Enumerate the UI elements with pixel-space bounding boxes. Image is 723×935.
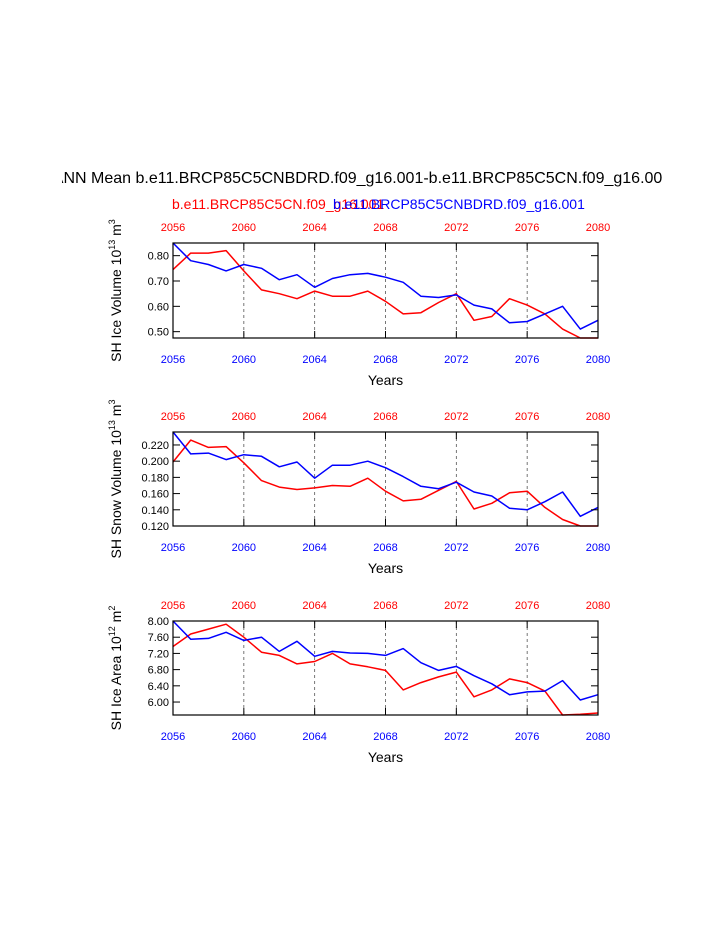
x-tick-label-bottom: 2080 (586, 542, 610, 554)
series-line-blue (172, 620, 599, 701)
x-tick-label-bottom: 2056 (161, 542, 185, 554)
y-tick-label: 0.220 (141, 440, 169, 452)
x-axis-label: Years (368, 749, 403, 765)
x-tick-label-top: 2056 (161, 600, 185, 612)
y-tick-label: 0.160 (141, 489, 169, 501)
x-tick-label-bottom: 2056 (161, 731, 185, 743)
chart-title: ANN Mean b.e11.BRCP85C5CNBDRD.f09_g16.00… (62, 170, 662, 187)
x-tick-label-top: 2056 (161, 411, 185, 423)
series-line-blue (172, 431, 599, 518)
x-tick-label-bottom: 2056 (161, 354, 185, 366)
x-tick-label-bottom: 2064 (302, 354, 326, 366)
x-tick-label-top: 2064 (302, 600, 326, 612)
y-tick-label: 7.60 (148, 632, 169, 644)
x-tick-label-bottom: 2072 (444, 542, 468, 554)
y-tick-label: 0.180 (141, 472, 169, 484)
x-tick-label-bottom: 2068 (373, 354, 397, 366)
y-tick-label: 6.00 (148, 697, 169, 709)
x-axis-label: Years (368, 372, 403, 388)
x-tick-label-top: 2080 (586, 600, 610, 612)
x-tick-label-top: 2072 (444, 600, 468, 612)
legend-label-red: b.e11.BRCP85C5CN.f09_g16.001 (172, 196, 384, 212)
chart-panel-2: 0.120 0.140 0.160 0.180 0.200 0.220 2056 2056 20… (107, 400, 610, 577)
x-tick-label-top: 2072 (444, 222, 468, 234)
x-tick-label-top: 2064 (302, 222, 326, 234)
legend-label-blue: b.e11.BRCP85C5CNBDRD.f09_g16.001 (333, 196, 585, 212)
x-tick-label-bottom: 2080 (586, 354, 610, 366)
chart-title-container: ANN Mean b.e11.BRCP85C5CNBDRD.f09_g16.00… (62, 170, 662, 192)
x-tick-label-top: 2072 (444, 411, 468, 423)
x-tick-label-top: 2068 (373, 222, 397, 234)
x-tick-label-bottom: 2072 (444, 731, 468, 743)
x-tick-label-bottom: 2060 (232, 731, 256, 743)
y-tick-label: 6.40 (148, 681, 169, 693)
x-tick-label-top: 2068 (373, 600, 397, 612)
y-axis-label: SH Ice Area 1012 m2 (107, 606, 124, 731)
x-tick-label-bottom: 2060 (232, 354, 256, 366)
x-tick-label-top: 2080 (586, 222, 610, 234)
series-line-red (172, 249, 598, 339)
x-tick-label-bottom: 2060 (232, 542, 256, 554)
y-tick-label: 8.00 (148, 616, 169, 628)
x-tick-label-top: 2076 (515, 411, 539, 423)
chart-panel-3: 6.00 6.40 6.80 7.20 7.60 8.00 2056 2056 2060 2060… (107, 600, 610, 765)
x-tick-label-top: 2076 (515, 600, 539, 612)
y-tick-label: 6.80 (148, 665, 169, 677)
x-tick-label-bottom: 2064 (302, 542, 326, 554)
x-tick-label-top: 2080 (586, 411, 610, 423)
x-tick-label-bottom: 2076 (515, 542, 539, 554)
x-tick-label-top: 2060 (232, 600, 256, 612)
x-tick-label-bottom: 2080 (586, 731, 610, 743)
x-tick-label-top: 2060 (232, 222, 256, 234)
series-line-red (172, 623, 599, 716)
series-line-blue (172, 242, 599, 330)
x-tick-label-top: 2060 (232, 411, 256, 423)
x-tick-label-bottom: 2068 (373, 542, 397, 554)
y-axis-label: SH Snow Volume 1013 m3 (107, 400, 124, 559)
x-tick-label-top: 2076 (515, 222, 539, 234)
x-tick-label-bottom: 2064 (302, 731, 326, 743)
series-line-red (172, 439, 598, 527)
x-tick-label-top: 2064 (302, 411, 326, 423)
x-tick-label-top: 2056 (161, 222, 185, 234)
x-tick-label-bottom: 2076 (515, 731, 539, 743)
x-tick-label-bottom: 2072 (444, 354, 468, 366)
x-tick-label-bottom: 2068 (373, 731, 397, 743)
x-tick-label-bottom: 2076 (515, 354, 539, 366)
y-axis-label: SH Ice Volume 1013 m3 (107, 219, 124, 362)
y-tick-label: 0.140 (141, 505, 169, 517)
y-tick-label: 0.120 (141, 521, 169, 533)
y-tick-label: 0.50 (148, 327, 169, 339)
x-tick-label-top: 2068 (373, 411, 397, 423)
y-tick-label: 0.200 (141, 456, 169, 468)
x-axis-label: Years (368, 560, 403, 576)
y-tick-label: 0.70 (148, 276, 169, 288)
chart-panel-1: 0.50 0.60 0.70 0.80 2056 2056 2060 2060 2064 2064… (107, 219, 610, 388)
y-tick-label: 0.80 (148, 251, 169, 263)
y-tick-label: 7.20 (148, 648, 169, 660)
y-tick-label: 0.60 (148, 301, 169, 313)
